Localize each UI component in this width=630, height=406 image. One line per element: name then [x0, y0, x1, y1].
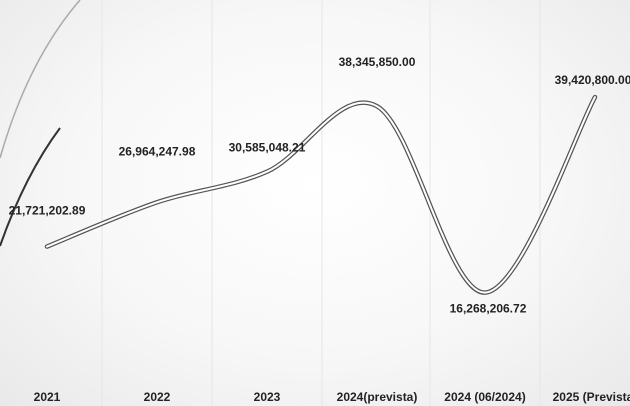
chart-decoration [0, 0, 81, 247]
chart-data-labels: 21,721,202.89 26,964,247.98 30,585,048.21 3… [9, 55, 630, 315]
chart-x-axis-ticks: 2021 2022 2023 2024(prevista) 2024 (06/2024)… [34, 390, 630, 404]
series-line [46, 96, 596, 294]
decorative-swoosh-upper [0, 0, 81, 159]
data-label-4: 16,268,206.72 [450, 302, 527, 316]
data-label-3: 38,345,850.00 [339, 55, 416, 69]
data-label-1: 26,964,247.98 [119, 144, 196, 158]
x-tick-label-4: 2024 (06/2024) [444, 390, 525, 404]
x-tick-label-3: 2024(prevista) [337, 390, 418, 404]
data-label-0: 21,721,202.89 [9, 204, 86, 218]
data-label-5: 39,420,800.00 [555, 73, 630, 87]
chart-series [44, 94, 598, 295]
data-point-1 [155, 200, 159, 204]
data-point-5 [593, 95, 597, 99]
data-label-2: 30,585,048.21 [229, 141, 306, 155]
x-tick-label-2: 2023 [254, 390, 281, 404]
chart-grid [101, 0, 541, 406]
data-point-2 [265, 170, 269, 174]
data-point-4 [483, 291, 487, 295]
x-tick-label-5: 2025 (Prevista) [553, 390, 630, 404]
data-point-0 [45, 245, 49, 249]
x-tick-label-0: 2021 [34, 390, 61, 404]
data-point-3 [375, 104, 379, 108]
decorative-swoosh-lower [0, 127, 61, 247]
x-tick-label-1: 2022 [144, 390, 171, 404]
